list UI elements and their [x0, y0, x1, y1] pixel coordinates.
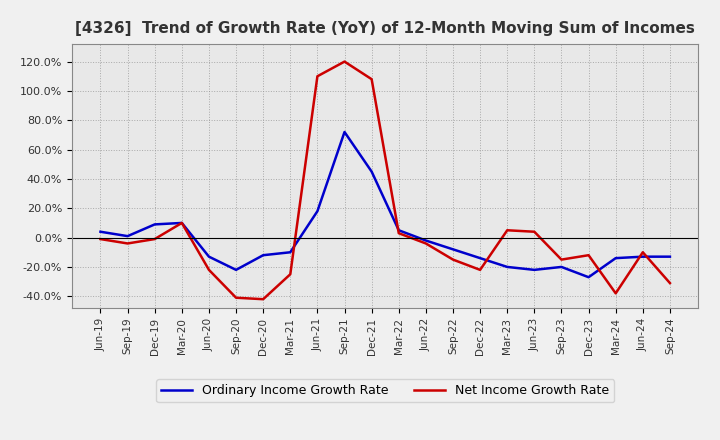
- Ordinary Income Growth Rate: [286, 249, 294, 255]
- Ordinary Income Growth Rate: [123, 234, 132, 239]
- Ordinary Income Growth Rate: [476, 256, 485, 261]
- Line: Ordinary Income Growth Rate: Ordinary Income Growth Rate: [101, 132, 670, 277]
- Ordinary Income Growth Rate: [313, 209, 322, 214]
- Net Income Growth Rate: [313, 73, 322, 79]
- Net Income Growth Rate: [395, 231, 403, 236]
- Ordinary Income Growth Rate: [395, 227, 403, 233]
- Net Income Growth Rate: [150, 236, 159, 242]
- Ordinary Income Growth Rate: [584, 275, 593, 280]
- Net Income Growth Rate: [232, 295, 240, 301]
- Ordinary Income Growth Rate: [557, 264, 566, 270]
- Ordinary Income Growth Rate: [367, 169, 376, 174]
- Net Income Growth Rate: [557, 257, 566, 262]
- Net Income Growth Rate: [286, 271, 294, 277]
- Ordinary Income Growth Rate: [204, 254, 213, 259]
- Ordinary Income Growth Rate: [449, 247, 457, 252]
- Net Income Growth Rate: [665, 280, 674, 286]
- Net Income Growth Rate: [96, 236, 105, 242]
- Ordinary Income Growth Rate: [178, 220, 186, 226]
- Net Income Growth Rate: [341, 59, 349, 64]
- Ordinary Income Growth Rate: [421, 238, 430, 243]
- Ordinary Income Growth Rate: [665, 254, 674, 259]
- Ordinary Income Growth Rate: [150, 222, 159, 227]
- Legend: Ordinary Income Growth Rate, Net Income Growth Rate: Ordinary Income Growth Rate, Net Income …: [156, 379, 614, 402]
- Ordinary Income Growth Rate: [611, 256, 620, 261]
- Net Income Growth Rate: [530, 229, 539, 235]
- Net Income Growth Rate: [123, 241, 132, 246]
- Net Income Growth Rate: [421, 241, 430, 246]
- Title: [4326]  Trend of Growth Rate (YoY) of 12-Month Moving Sum of Incomes: [4326] Trend of Growth Rate (YoY) of 12-…: [76, 21, 695, 36]
- Ordinary Income Growth Rate: [259, 253, 268, 258]
- Net Income Growth Rate: [639, 249, 647, 255]
- Net Income Growth Rate: [367, 77, 376, 82]
- Ordinary Income Growth Rate: [639, 254, 647, 259]
- Net Income Growth Rate: [476, 267, 485, 272]
- Ordinary Income Growth Rate: [530, 267, 539, 272]
- Net Income Growth Rate: [259, 297, 268, 302]
- Ordinary Income Growth Rate: [503, 264, 511, 270]
- Net Income Growth Rate: [178, 220, 186, 226]
- Net Income Growth Rate: [584, 253, 593, 258]
- Ordinary Income Growth Rate: [232, 267, 240, 272]
- Line: Net Income Growth Rate: Net Income Growth Rate: [101, 62, 670, 299]
- Ordinary Income Growth Rate: [96, 229, 105, 235]
- Net Income Growth Rate: [611, 291, 620, 296]
- Net Income Growth Rate: [503, 227, 511, 233]
- Net Income Growth Rate: [449, 257, 457, 262]
- Net Income Growth Rate: [204, 267, 213, 272]
- Ordinary Income Growth Rate: [341, 129, 349, 135]
